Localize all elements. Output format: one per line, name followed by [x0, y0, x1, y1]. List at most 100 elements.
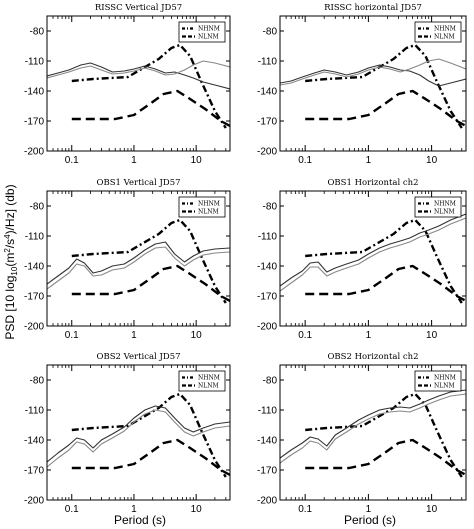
- plot-frame: [46, 190, 231, 327]
- psd-trace-1: [47, 405, 230, 463]
- x-tick-label: 1: [366, 155, 372, 166]
- y-tick-label: -80: [30, 27, 45, 38]
- panel-1: RISSC Vertical JD57 -80 -110 -140 -170 -200 0.…: [24, 3, 231, 166]
- nhnm-line: [71, 43, 227, 129]
- psd-trace-2: [47, 60, 230, 79]
- x-tick-label: 0.1: [65, 155, 79, 166]
- panel-6: OBS2 Horizontal ch2 -80 -110 -140 -170 -200 0.…: [257, 352, 467, 515]
- plot-frame: [46, 364, 231, 501]
- legend-label-nhnm: NHNM: [198, 26, 220, 33]
- nlnm-line: [305, 438, 466, 477]
- y-tick-label: -170: [24, 292, 44, 303]
- nhnm-line: [71, 218, 227, 304]
- psd-trace-2: [47, 409, 230, 468]
- y-tick-label: -110: [258, 232, 278, 243]
- nhnm-line: [305, 218, 463, 304]
- x-tick-label: 10: [426, 504, 438, 515]
- x-tick-label: 10: [191, 330, 203, 341]
- psd-trace-1: [47, 241, 230, 285]
- nlnm-line: [305, 264, 466, 303]
- legend-label-nlnm: NLNM: [434, 383, 455, 390]
- psd-trace-2: [280, 58, 466, 86]
- psd-trace-1: [280, 389, 466, 459]
- x-tick-label: 1: [366, 330, 372, 341]
- panel-title: OBS1 Horizontal ch2: [327, 178, 418, 188]
- y-tick-label: -170: [24, 117, 44, 128]
- nhnm-line: [305, 392, 463, 478]
- y-tick-label: -200: [257, 322, 277, 333]
- plot-frame: [279, 364, 467, 501]
- plot-area: [47, 392, 230, 478]
- plot-area: [280, 389, 466, 478]
- panel-title: RISSC horizontal JD57: [324, 3, 422, 13]
- y-tick-label: -140: [257, 436, 277, 447]
- plot-frame: [279, 190, 467, 327]
- panel-title: RISSC Vertical JD57: [95, 3, 182, 13]
- legend-label-nhnm: NHNM: [434, 375, 456, 382]
- legend-label-nhnm: NHNM: [198, 375, 220, 382]
- panel-title: OBS1 Vertical JD57: [96, 178, 180, 188]
- y-tick-label: -110: [258, 57, 278, 68]
- y-axis-label: PSD [10 log10(m2/s4)/Hz] (db): [3, 184, 19, 339]
- x-axis-label-left: Period (s): [114, 513, 166, 527]
- psd-trace-2: [280, 393, 466, 464]
- legend-label-nhnm: NHNM: [198, 201, 220, 208]
- y-tick-label: -110: [25, 232, 45, 243]
- x-tick-label: 10: [426, 330, 438, 341]
- nhnm-line: [71, 392, 227, 478]
- plot-frame: [279, 15, 467, 152]
- x-tick-label: 1: [131, 330, 137, 341]
- panel-4: OBS1 Horizontal ch2 -80 -110 -140 -170 -200 0.…: [257, 178, 467, 341]
- x-tick-label: 0.1: [298, 504, 312, 515]
- nlnm-line: [305, 89, 466, 128]
- legend-label-nhnm: NHNM: [434, 26, 456, 33]
- plot-area: [47, 218, 230, 304]
- x-axis-label-right: Period (s): [344, 513, 396, 527]
- panel-5: OBS2 Vertical JD57 -80 -110 -140 -170 -200 0.1…: [24, 352, 231, 515]
- x-tick-label: 1: [366, 504, 372, 515]
- y-tick-label: -170: [257, 117, 277, 128]
- y-tick-label: -200: [24, 496, 44, 507]
- panels: RISSC Vertical JD57 -80 -110 -140 -170 -200 0.…: [24, 3, 467, 515]
- psd-trace-1: [47, 62, 230, 90]
- y-tick-label: -80: [30, 202, 45, 213]
- legend-label-nlnm: NLNM: [434, 34, 455, 41]
- x-tick-label: 1: [131, 504, 137, 515]
- legend-label-nhnm: NHNM: [434, 201, 456, 208]
- legend-label-nlnm: NLNM: [198, 383, 219, 390]
- y-tick-label: -80: [263, 202, 278, 213]
- legend-label-nlnm: NLNM: [198, 34, 219, 41]
- panel-title: OBS2 Vertical JD57: [96, 352, 180, 362]
- plot-area: [280, 43, 466, 129]
- x-tick-label: 10: [191, 504, 203, 515]
- panel-3: OBS1 Vertical JD57 -80 -110 -140 -170 -200 0.1…: [24, 178, 231, 341]
- plot-area: [47, 43, 230, 129]
- x-tick-label: 10: [426, 155, 438, 166]
- y-tick-label: -110: [258, 406, 278, 417]
- y-tick-label: -140: [257, 262, 277, 273]
- legend-label-nlnm: NLNM: [434, 209, 455, 216]
- y-tick-label: -140: [24, 262, 44, 273]
- y-tick-label: -110: [25, 406, 45, 417]
- psd-trace-1: [280, 64, 466, 87]
- y-tick-label: -80: [263, 376, 278, 387]
- x-tick-label: 1: [131, 155, 137, 166]
- y-tick-label: -110: [25, 57, 45, 68]
- y-tick-label: -200: [24, 322, 44, 333]
- nlnm-line: [71, 438, 230, 477]
- x-tick-label: 10: [191, 155, 203, 166]
- nlnm-line: [71, 89, 230, 128]
- x-tick-label: 0.1: [65, 330, 79, 341]
- psd-trace-2: [47, 246, 230, 290]
- y-tick-label: -170: [257, 292, 277, 303]
- y-tick-label: -140: [24, 436, 44, 447]
- psd-trace-1: [280, 213, 466, 287]
- nlnm-line: [71, 264, 230, 303]
- y-tick-label: -170: [24, 466, 44, 477]
- y-tick-label: -140: [24, 87, 44, 98]
